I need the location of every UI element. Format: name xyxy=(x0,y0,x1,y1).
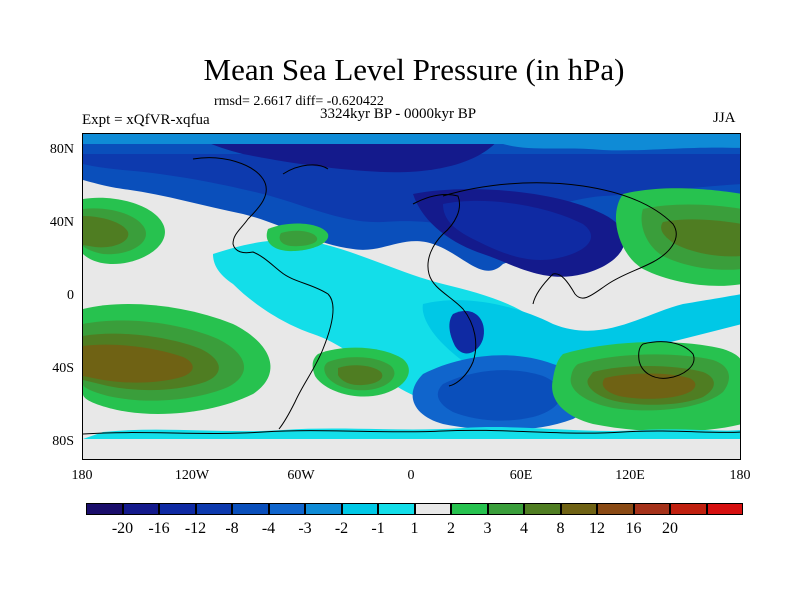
colorbar-label: -1 xyxy=(371,520,385,537)
lon-label: 60E xyxy=(509,468,533,483)
colorbar-swatch xyxy=(232,503,269,515)
colorbar-label: 2 xyxy=(447,520,455,537)
colorbar-label: -12 xyxy=(184,520,207,537)
colorbar-swatch xyxy=(487,503,524,515)
colorbar-label: -8 xyxy=(225,520,239,537)
colorbar-swatch xyxy=(159,503,196,515)
lon-label: 60W xyxy=(287,468,315,483)
colorbar-swatch xyxy=(86,503,123,515)
map-canvas xyxy=(83,134,740,459)
lat-label: 80S xyxy=(52,434,74,449)
lon-label: 120E xyxy=(615,468,645,483)
colorbar-label: -3 xyxy=(298,520,312,537)
lat-label: 40N xyxy=(49,215,74,230)
colorbar-swatch xyxy=(378,503,415,515)
colorbar-swatch xyxy=(414,503,451,515)
colorbar-label: 3 xyxy=(483,520,492,537)
pressure-map xyxy=(82,133,741,460)
lat-label: 0 xyxy=(67,288,74,303)
colorbar-label: 16 xyxy=(625,520,642,537)
stats-label: rmsd= 2.6617 diff= -0.620422 xyxy=(214,94,384,109)
colorbar-label: 12 xyxy=(589,520,605,537)
colorbar-swatch xyxy=(305,503,342,515)
colorbar-swatch xyxy=(597,503,634,515)
chart-title: Mean Sea Level Pressure (in hPa) xyxy=(203,52,625,87)
experiment-label: Expt = xQfVR-xqfua xyxy=(82,112,210,128)
colorbar-swatch xyxy=(195,503,232,515)
season-label: JJA xyxy=(713,110,736,126)
colorbar-label: -2 xyxy=(334,520,349,537)
colorbar-swatch xyxy=(560,503,597,515)
colorbar-label: 1 xyxy=(410,520,419,537)
colorbar-label: -16 xyxy=(148,520,170,537)
colorbar-swatch xyxy=(524,503,561,515)
colorbar-label: -4 xyxy=(261,520,276,537)
colorbar-swatch xyxy=(633,503,670,515)
colorbar-label: 20 xyxy=(662,520,678,537)
colorbar-label: -20 xyxy=(111,520,134,537)
colorbar-label: 4 xyxy=(520,520,528,537)
colorbar-swatch xyxy=(268,503,305,515)
period-label: 3324kyr BP - 0000kyr BP xyxy=(320,106,477,122)
colorbar-swatch xyxy=(341,503,378,515)
colorbar-swatch xyxy=(706,503,743,515)
lat-label: 40S xyxy=(52,361,74,376)
colorbar-swatch xyxy=(670,503,707,515)
lon-label: 0 xyxy=(407,468,415,483)
lat-label: 80N xyxy=(49,142,74,157)
lon-label: 120W xyxy=(174,468,210,483)
colorbar-swatch xyxy=(122,503,159,515)
colorbar-label: 8 xyxy=(556,520,565,537)
lon-label: 180 xyxy=(729,468,751,483)
lon-label: 180 xyxy=(71,468,93,483)
colorbar-swatch xyxy=(451,503,488,515)
